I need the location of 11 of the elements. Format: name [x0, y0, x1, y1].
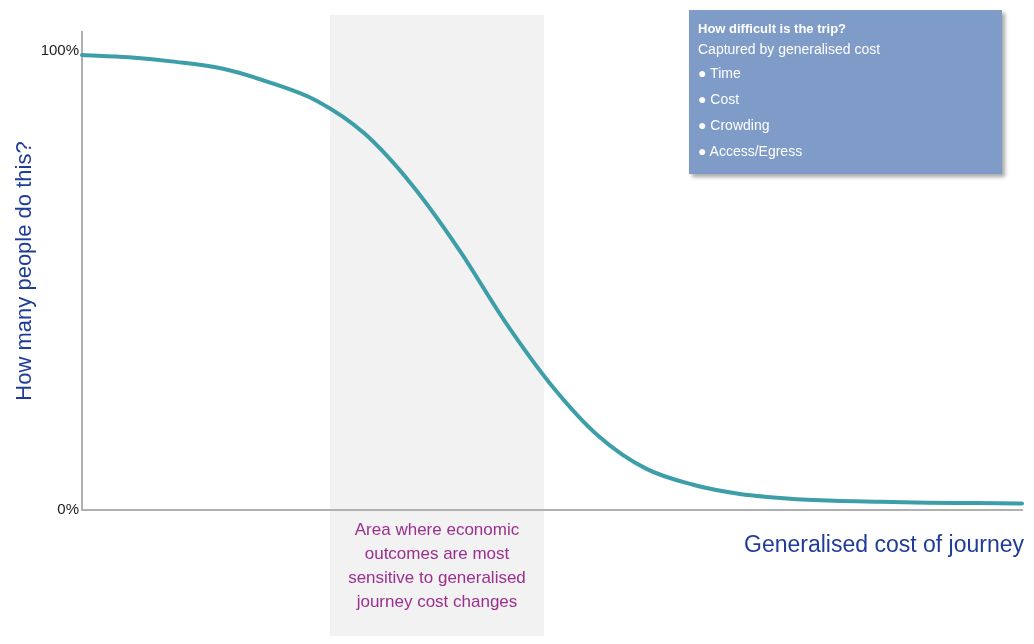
x-axis-title: Generalised cost of journey [744, 530, 1025, 557]
annotation: ● Cost [698, 90, 741, 109]
text: Area where economic outcomes are most sensitive to generalised journey cost changes [347, 519, 527, 613]
annotation: ● Crowding [698, 116, 771, 135]
annotation: Captured by generalised cost [698, 40, 882, 59]
y-tick-label: 100% [40, 40, 79, 58]
annotation: ● Time [698, 64, 742, 83]
y-axis-title: How many people do this? [11, 141, 37, 401]
annotation: How difficult is the trip? [698, 20, 848, 38]
y-tick-label: 0% [57, 500, 79, 518]
annotation: ● Access/Egress [698, 142, 804, 161]
